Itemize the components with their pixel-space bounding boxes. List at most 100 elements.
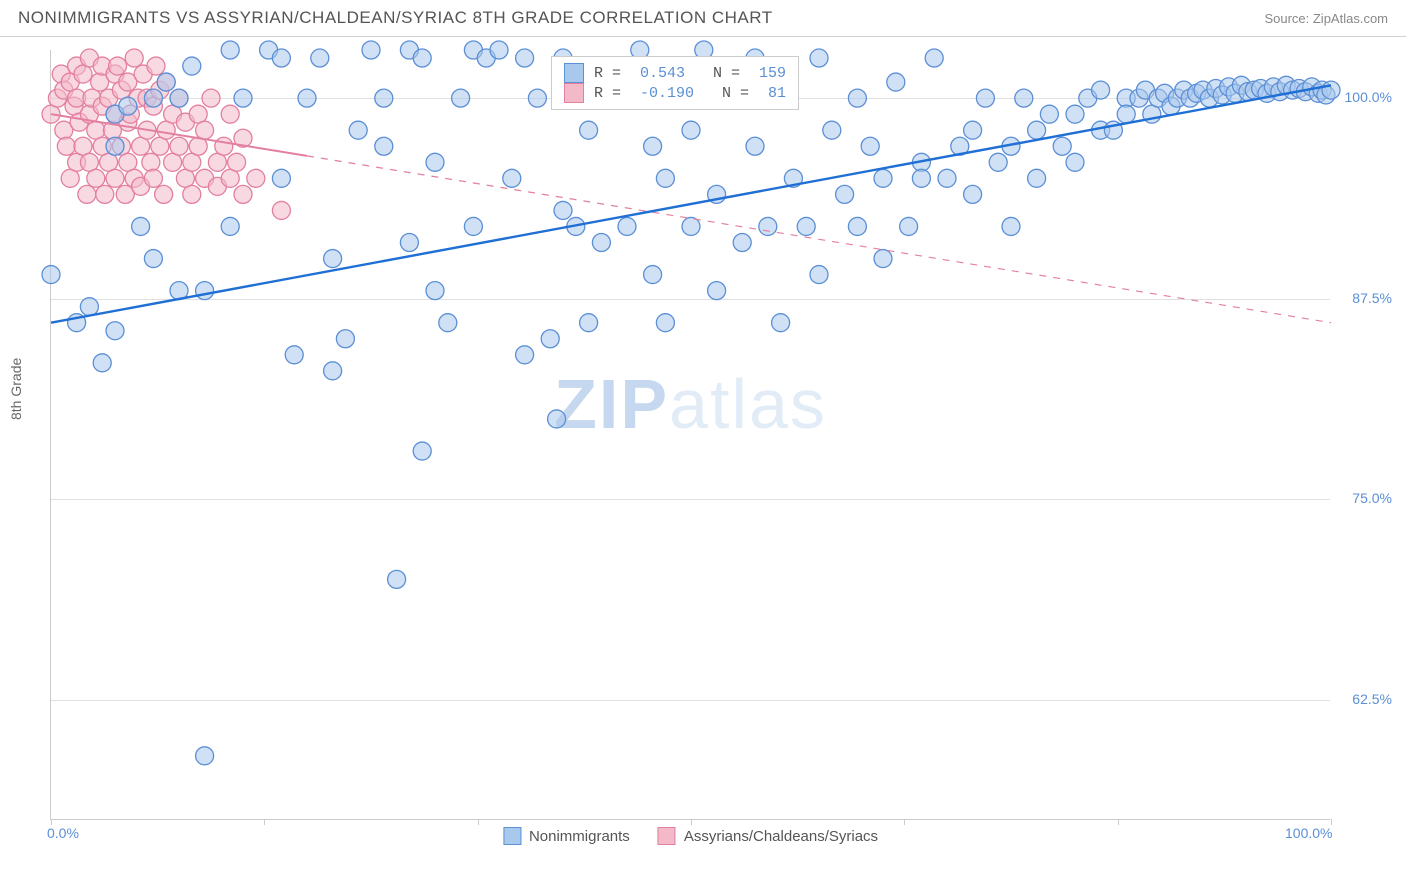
- legend-item-pink: Assyrians/Chaldeans/Syriacs: [658, 827, 878, 845]
- data-point: [247, 169, 265, 187]
- data-point: [528, 89, 546, 107]
- data-point: [234, 185, 252, 203]
- data-point: [426, 282, 444, 300]
- data-point: [1092, 81, 1110, 99]
- data-point: [74, 65, 92, 83]
- chart-title: NONIMMIGRANTS VS ASSYRIAN/CHALDEAN/SYRIA…: [18, 8, 773, 28]
- data-point: [887, 73, 905, 91]
- data-point: [1053, 137, 1071, 155]
- data-point: [349, 121, 367, 139]
- data-point: [772, 314, 790, 332]
- data-point: [375, 137, 393, 155]
- data-point: [426, 153, 444, 171]
- data-point: [708, 282, 726, 300]
- data-point: [912, 169, 930, 187]
- data-point: [272, 169, 290, 187]
- data-point: [861, 137, 879, 155]
- data-point: [810, 266, 828, 284]
- data-point: [61, 169, 79, 187]
- data-point: [311, 49, 329, 67]
- data-point: [298, 89, 316, 107]
- data-point: [682, 121, 700, 139]
- data-point: [221, 217, 239, 235]
- data-point: [42, 266, 60, 284]
- data-point: [682, 217, 700, 235]
- data-point: [797, 217, 815, 235]
- data-point: [848, 217, 866, 235]
- ytick-label: 62.5%: [1352, 691, 1392, 707]
- legend-item-blue: Nonimmigrants: [503, 827, 630, 845]
- data-point: [221, 169, 239, 187]
- data-point: [196, 282, 214, 300]
- data-point: [400, 234, 418, 252]
- data-point: [183, 57, 201, 75]
- data-point: [74, 137, 92, 155]
- data-point: [580, 121, 598, 139]
- data-point: [96, 185, 114, 203]
- data-point: [57, 137, 75, 155]
- data-point: [176, 169, 194, 187]
- data-point: [196, 121, 214, 139]
- data-point: [848, 89, 866, 107]
- data-point: [925, 49, 943, 67]
- data-point: [336, 330, 354, 348]
- r-value-blue: 0.543: [640, 65, 685, 82]
- data-point: [900, 217, 918, 235]
- data-point: [1028, 121, 1046, 139]
- xtick: [264, 819, 265, 825]
- xtick-label: 0.0%: [47, 825, 79, 841]
- data-point: [759, 217, 777, 235]
- data-point: [541, 330, 559, 348]
- data-point: [1322, 81, 1340, 99]
- data-point: [439, 314, 457, 332]
- data-point: [548, 410, 566, 428]
- data-point: [452, 89, 470, 107]
- data-point: [1066, 153, 1084, 171]
- data-point: [272, 49, 290, 67]
- r-value-pink: -0.190: [640, 85, 694, 102]
- data-point: [164, 153, 182, 171]
- data-point: [234, 89, 252, 107]
- data-point: [87, 169, 105, 187]
- data-point: [1002, 217, 1020, 235]
- data-point: [874, 250, 892, 268]
- data-point: [413, 442, 431, 460]
- data-point: [106, 322, 124, 340]
- data-point: [976, 89, 994, 107]
- data-point: [196, 747, 214, 765]
- data-point: [157, 73, 175, 91]
- data-point: [656, 314, 674, 332]
- data-point: [964, 185, 982, 203]
- data-point: [1066, 105, 1084, 123]
- data-point: [272, 201, 290, 219]
- legend-label-pink: Assyrians/Chaldeans/Syriacs: [684, 828, 878, 845]
- data-point: [464, 217, 482, 235]
- data-point: [1028, 169, 1046, 187]
- data-point: [618, 217, 636, 235]
- data-point: [93, 354, 111, 372]
- data-point: [1117, 105, 1135, 123]
- data-point: [183, 153, 201, 171]
- data-point: [503, 169, 521, 187]
- legend-swatch-pink: [658, 827, 676, 845]
- data-point: [147, 57, 165, 75]
- data-point: [362, 41, 380, 59]
- legend-bottom: Nonimmigrants Assyrians/Chaldeans/Syriac…: [503, 827, 878, 845]
- data-point: [746, 137, 764, 155]
- data-point: [592, 234, 610, 252]
- chart-source: Source: ZipAtlas.com: [1264, 11, 1388, 26]
- data-point: [170, 89, 188, 107]
- data-point: [221, 41, 239, 59]
- data-point: [285, 346, 303, 364]
- data-point: [375, 89, 393, 107]
- data-point: [554, 201, 572, 219]
- ytick-label: 100.0%: [1345, 89, 1392, 105]
- data-point: [580, 314, 598, 332]
- data-point: [516, 346, 534, 364]
- data-point: [733, 234, 751, 252]
- data-point: [516, 49, 534, 67]
- data-point: [144, 250, 162, 268]
- data-point: [119, 97, 137, 115]
- xtick-label: 100.0%: [1285, 825, 1332, 841]
- data-point: [80, 153, 98, 171]
